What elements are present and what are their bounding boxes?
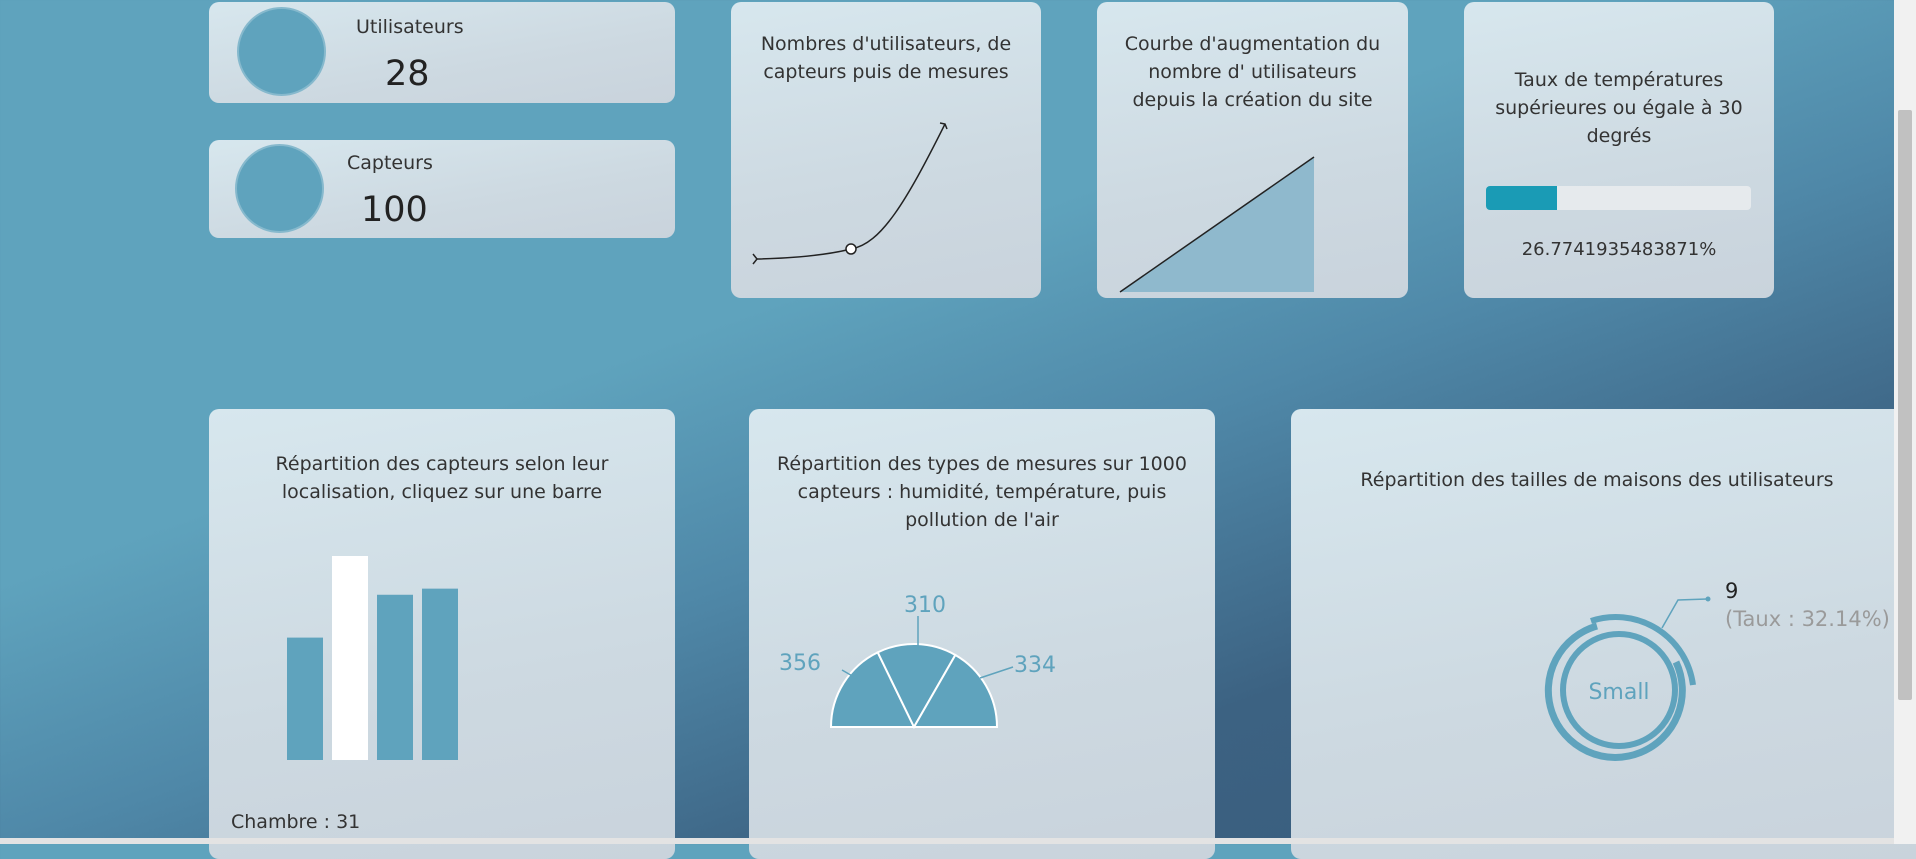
house-size-card: Répartition des tailles de maisons des u…	[1291, 409, 1916, 859]
temperature-rate-progress	[1486, 186, 1751, 210]
sensors-avatar-circle	[235, 144, 324, 233]
sensor-location-bar[interactable]	[332, 556, 368, 760]
growth-curve-card: Nombres d'utilisateurs, de capteurs puis…	[731, 2, 1041, 298]
sensors-label: Capteurs	[347, 152, 433, 174]
measure-types-leader-line	[841, 669, 862, 682]
sensor-location-bar[interactable]	[377, 594, 413, 760]
users-label: Utilisateurs	[356, 16, 464, 38]
growth-curve-point	[845, 243, 857, 255]
sensors-stat-card: Capteurs 100	[209, 140, 675, 238]
measure-types-slice[interactable]	[912, 653, 999, 728]
house-size-donut-inner-ring	[1560, 631, 1678, 749]
sensor-location-bar-chart	[287, 556, 458, 760]
measure-types-title: Répartition des types de mesures sur 100…	[777, 453, 1187, 531]
horizontal-scrollbar[interactable]	[0, 838, 1894, 844]
user-growth-area-line	[1119, 156, 1315, 293]
sensor-location-bar[interactable]	[287, 637, 323, 760]
sensor-location-selected-text: Chambre : 31	[231, 811, 361, 833]
vertical-scrollbar-thumb[interactable]	[1898, 110, 1912, 700]
house-size-donut-value: 9	[1725, 579, 1738, 603]
sensors-count: 100	[361, 190, 428, 230]
measure-types-slice[interactable]	[876, 643, 957, 730]
temperature-rate-progress-fill	[1486, 186, 1557, 210]
measure-types-value-label: 310	[904, 593, 946, 618]
user-growth-area-title: Courbe d'augmentation du nombre d' utili…	[1124, 33, 1381, 111]
growth-curve-end-marker	[939, 122, 948, 130]
house-size-title: Répartition des tailles de maisons des u…	[1360, 469, 1834, 491]
growth-curve-line	[756, 123, 946, 260]
measure-types-slice[interactable]	[829, 651, 916, 728]
measure-types-leader-line	[979, 666, 1014, 679]
temperature-rate-card: Taux de températures supérieures ou égal…	[1464, 2, 1774, 298]
sensor-location-bar[interactable]	[422, 588, 458, 760]
measure-types-gauge-chart: 356 310 334	[779, 593, 1056, 730]
house-size-donut-rate: (Taux : 32.14%)	[1725, 607, 1890, 631]
house-size-donut-leader	[1661, 598, 1708, 629]
house-size-donut-center-label: Small	[1588, 680, 1649, 705]
measure-types-value-label: 334	[1014, 653, 1056, 678]
users-stat-card: Utilisateurs 28	[209, 2, 675, 103]
house-size-donut-leader-dot	[1705, 596, 1711, 602]
user-growth-area-chart	[1119, 156, 1315, 293]
temperature-rate-value: 26.7741935483871%	[1521, 239, 1717, 260]
sensor-location-card: Répartition des capteurs selon leur loca…	[209, 409, 675, 859]
measure-types-value-label: 356	[779, 651, 821, 676]
house-size-donut-chart: Small 9 (Taux : 32.14%)	[1544, 579, 1890, 761]
house-size-donut-segment	[1544, 622, 1686, 761]
temperature-rate-title: Taux de températures supérieures ou égal…	[1495, 69, 1743, 147]
sensor-location-title: Répartition des capteurs selon leur loca…	[275, 453, 609, 503]
growth-curve-start-marker	[752, 253, 758, 265]
users-count: 28	[385, 54, 430, 94]
house-size-donut-highlight	[1590, 614, 1696, 686]
user-growth-area-card: Courbe d'augmentation du nombre d' utili…	[1097, 2, 1408, 298]
growth-curve-title: Nombres d'utilisateurs, de capteurs puis…	[760, 33, 1012, 83]
users-avatar-circle	[237, 7, 326, 96]
measure-types-card: Répartition des types de mesures sur 100…	[749, 409, 1215, 859]
vertical-scrollbar[interactable]	[1894, 0, 1916, 844]
growth-curve-chart	[752, 122, 948, 265]
